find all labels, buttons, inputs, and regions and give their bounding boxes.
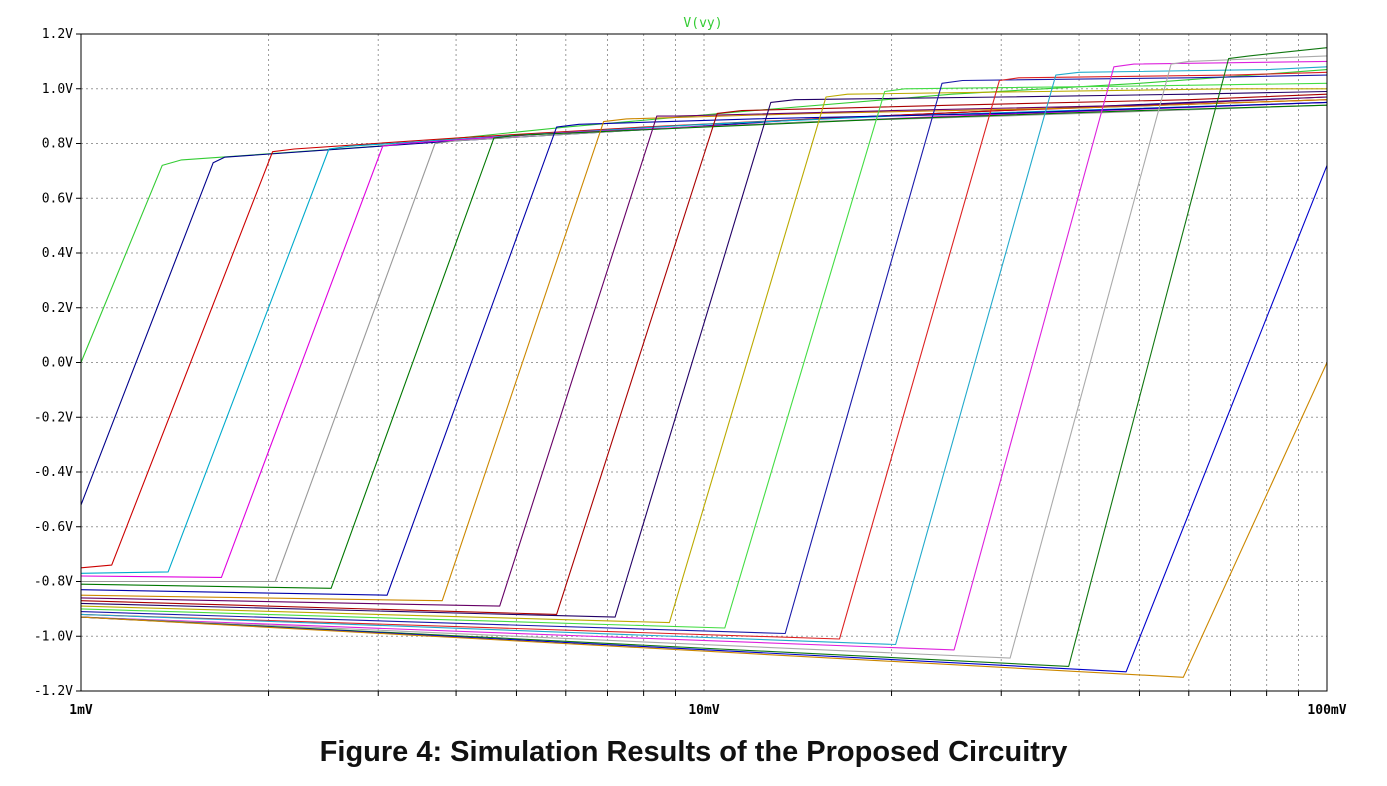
- x-tick-label: 10mV: [688, 703, 719, 718]
- x-tick-label: 100mV: [1307, 703, 1346, 718]
- y-tick-label: 0.0V: [42, 356, 73, 371]
- y-tick-label: -0.6V: [34, 520, 73, 535]
- series-line-3: [81, 99, 1327, 569]
- y-tick-label: -0.8V: [34, 575, 73, 590]
- series-line-1: [81, 69, 1327, 367]
- y-tick-label: -1.2V: [34, 684, 73, 699]
- series-line-13: [81, 88, 1327, 624]
- series-line-8: [81, 101, 1327, 596]
- series-group: [81, 47, 1327, 678]
- y-tick-label: 0.8V: [42, 137, 73, 152]
- y-tick-label: -0.2V: [34, 410, 73, 425]
- series-line-19: [81, 55, 1327, 659]
- y-tick-label: -1.0V: [34, 629, 73, 644]
- grid: [81, 34, 1327, 691]
- series-line-9: [81, 99, 1327, 602]
- chart: 1mV 10mV 100mV 1.2V 1.0V 0.8V 0.6V 0.4V 0.2V 0.0…: [34, 16, 1347, 718]
- series-line-7: [81, 104, 1327, 589]
- y-tick-label: 1.2V: [42, 27, 73, 42]
- series-line-22: [81, 362, 1327, 678]
- series-line-16: [81, 71, 1327, 640]
- series-line-4: [81, 101, 1327, 574]
- series-line-14: [81, 82, 1327, 629]
- x-tick-label: 1mV: [69, 703, 93, 718]
- figure-caption: Figure 4: Simulation Results of the Prop…: [319, 736, 1068, 768]
- series-line-15: [81, 74, 1327, 635]
- x-axis: 1mV 10mV 100mV: [69, 691, 1347, 718]
- y-tick-label: 0.2V: [42, 301, 73, 316]
- y-tick-label: -0.4V: [34, 465, 73, 480]
- series-line-20: [81, 47, 1327, 667]
- series-line-18: [81, 60, 1327, 651]
- y-tick-label: 0.4V: [42, 246, 73, 261]
- series-line-6: [81, 104, 1327, 583]
- series-line-10: [81, 96, 1327, 607]
- y-axis: 1.2V 1.0V 0.8V 0.6V 0.4V 0.2V 0.0V -0.2V -0.4V -0…: [34, 27, 81, 699]
- series-line-17: [81, 66, 1327, 646]
- y-tick-label: 0.6V: [42, 191, 73, 206]
- series-line-11: [81, 93, 1327, 615]
- series-line-21: [81, 165, 1327, 673]
- chart-title: V(vy): [683, 16, 722, 31]
- y-tick-label: 1.0V: [42, 82, 73, 97]
- series-line-12: [81, 90, 1327, 618]
